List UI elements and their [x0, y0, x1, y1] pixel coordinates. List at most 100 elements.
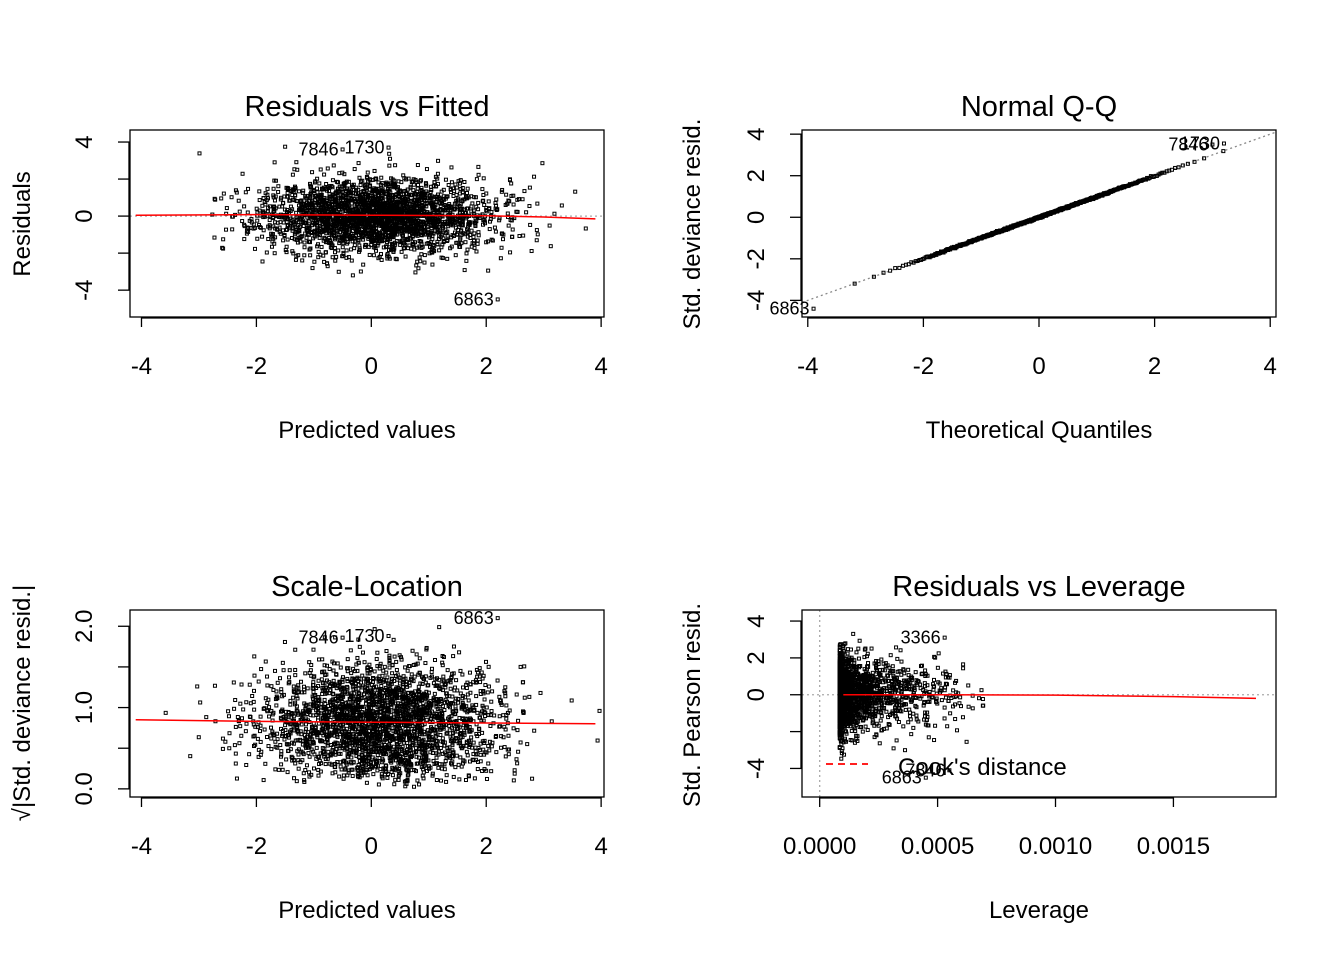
data-point: [363, 204, 368, 209]
data-point: [415, 199, 420, 204]
data-point: [387, 665, 392, 670]
data-point: [365, 221, 370, 226]
data-point: [495, 678, 500, 683]
data-point: [390, 241, 395, 246]
point-label: 7846: [1168, 135, 1208, 155]
data-point: [350, 224, 355, 229]
data-point: [285, 237, 290, 242]
data-point: [501, 237, 506, 242]
data-point: [386, 210, 391, 215]
data-point: [233, 698, 238, 703]
data-point: [363, 244, 368, 249]
data-point: [282, 233, 287, 238]
data-point: [316, 249, 321, 254]
data-point: [484, 240, 489, 245]
data-point: [473, 222, 478, 227]
data-point: [285, 194, 290, 199]
data-point: [401, 189, 406, 194]
data-point: [334, 228, 339, 233]
data-point: [273, 739, 278, 744]
data-point: [279, 749, 284, 754]
data-point: [290, 172, 295, 177]
data-point: [424, 167, 429, 172]
data-point: [493, 229, 498, 234]
data-point: [415, 163, 420, 168]
data-point: [323, 250, 328, 255]
data-point: [419, 252, 424, 257]
data-point: [227, 731, 232, 736]
data-point: [357, 193, 362, 198]
data-point: [366, 179, 371, 184]
data-point: [455, 240, 460, 245]
data-point: [220, 746, 225, 751]
data-point: [476, 233, 481, 238]
data-point: [559, 203, 564, 208]
data-point: [328, 245, 333, 250]
data-point: [344, 248, 349, 253]
data-point: [472, 238, 477, 243]
data-point: [294, 218, 299, 223]
data-point: [338, 764, 343, 769]
data-point: [499, 245, 504, 250]
data-point: [909, 260, 914, 265]
data-point: [440, 242, 445, 247]
data-point: [516, 197, 521, 202]
data-point: [409, 672, 414, 677]
data-point: [434, 755, 439, 760]
data-point: [289, 218, 294, 223]
data-point: [506, 733, 511, 738]
data-point: [465, 247, 470, 252]
data-point: [348, 219, 353, 224]
data-point: [439, 189, 444, 194]
data-point: [325, 663, 330, 668]
data-point: [349, 740, 354, 745]
data-point: [402, 176, 407, 181]
data-point: [451, 193, 456, 198]
data-point: [522, 664, 527, 669]
data-point: [308, 230, 313, 235]
data-point: [242, 222, 247, 227]
data-point: [482, 697, 487, 702]
data-point: [335, 661, 340, 666]
data-point: [188, 754, 193, 759]
data-point: [422, 260, 427, 265]
data-point: [429, 670, 434, 675]
data-point: [196, 735, 201, 740]
data-point: [296, 758, 301, 763]
data-point: [285, 770, 290, 775]
y-tick-label: 4: [743, 127, 770, 140]
data-point: [261, 228, 266, 233]
data-point: [265, 674, 270, 679]
data-point: [387, 242, 392, 247]
data-point: [486, 743, 491, 748]
data-point: [236, 198, 241, 203]
data-point: [499, 734, 504, 739]
data-point: [445, 233, 450, 238]
data-point: [1185, 161, 1190, 166]
data-point: [243, 190, 248, 195]
data-point: [291, 188, 296, 193]
data-point: [372, 237, 377, 242]
data-point: [505, 211, 510, 216]
data-point: [234, 190, 239, 195]
data-point: [342, 203, 347, 208]
data-point: [434, 197, 439, 202]
data-point: [285, 223, 290, 228]
data-point: [392, 782, 397, 787]
data-point: [301, 188, 306, 193]
data-point: [451, 774, 456, 779]
data-point: [317, 223, 322, 228]
data-point: [458, 206, 463, 211]
data-point: [466, 773, 471, 778]
data-point: [395, 205, 400, 210]
data-point: [393, 777, 398, 782]
data-point: [296, 235, 301, 240]
data-point: [266, 205, 271, 210]
data-point: [449, 180, 454, 185]
data-point: [264, 250, 269, 255]
data-point: [486, 268, 491, 273]
data-point: [322, 172, 327, 177]
data-point: [294, 704, 299, 709]
data-point: [328, 197, 333, 202]
labeled-point: [811, 306, 816, 311]
